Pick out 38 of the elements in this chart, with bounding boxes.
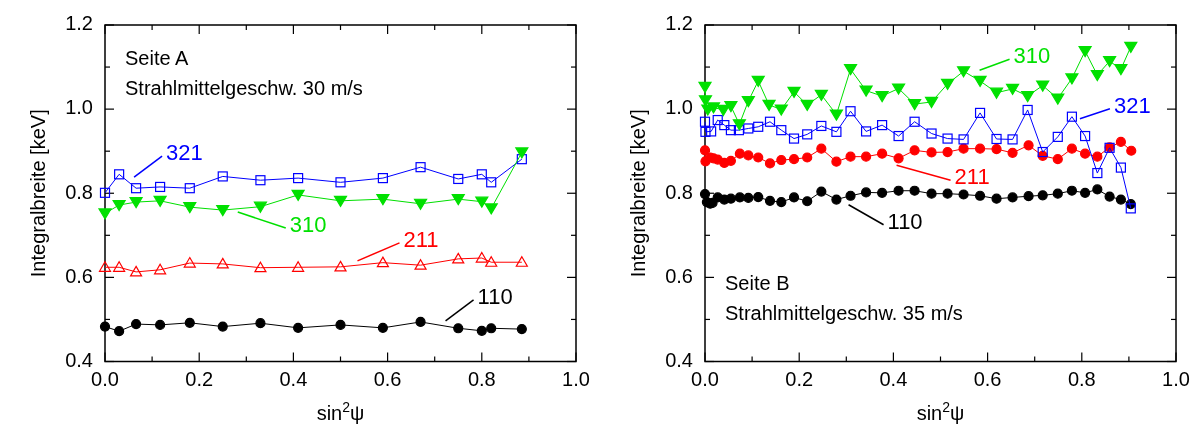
y-axis-title: Integralbreite [keV] (627, 109, 649, 278)
x-tick-label: 0.0 (91, 367, 119, 390)
x-tick-label: 0.8 (467, 367, 496, 390)
x-axis-title: sin$^{2}$ψ (916, 398, 965, 424)
y-tick-label: 0.4 (665, 348, 693, 371)
y-axis-title: Integralbreite [keV] (27, 109, 49, 278)
legend-label: 110 (887, 208, 923, 234)
y-tick-label: 0.8 (65, 180, 93, 203)
legend-label: 211 (403, 226, 439, 252)
legend-label: 211 (954, 164, 990, 190)
x-axis-title: sin$^{2}$ψ (316, 398, 365, 424)
y-tick-label: 1.0 (665, 96, 693, 119)
annotation: Seite B (725, 272, 790, 294)
legend-label: 321 (166, 140, 203, 166)
x-tick-label: 0.4 (279, 367, 308, 390)
y-tick-label: 1.2 (65, 12, 93, 35)
annotation: Strahlmittelgeschw. 35 m/s (725, 302, 963, 324)
y-tick-label: 0.4 (65, 348, 93, 371)
x-tick-label: 0.6 (973, 367, 1002, 390)
x-tick-label: 0.2 (785, 367, 814, 390)
y-tick-label: 1.2 (665, 12, 693, 35)
y-tick-label: 0.6 (665, 264, 693, 287)
legend-label: 310 (1013, 43, 1051, 69)
y-tick-label: 0.6 (65, 264, 93, 287)
x-tick-label: 0.4 (879, 367, 908, 390)
y-tick-label: 0.8 (665, 180, 693, 203)
x-tick-label: 0.8 (1067, 367, 1096, 390)
legend-label: 310 (289, 211, 327, 237)
legend-label: 110 (477, 283, 513, 309)
x-tick-label: 0.2 (185, 367, 214, 390)
x-tick-label: 0.6 (373, 367, 402, 390)
x-tick-label: 1.0 (1162, 367, 1190, 390)
annotation: Strahlmittelgeschw. 30 m/s (125, 77, 363, 99)
x-tick-label: 1.0 (562, 367, 590, 390)
legend-label: 321 (1113, 92, 1151, 118)
y-tick-label: 1.0 (65, 96, 93, 119)
x-tick-label: 0.0 (691, 367, 719, 390)
annotation: Seite A (125, 47, 190, 69)
